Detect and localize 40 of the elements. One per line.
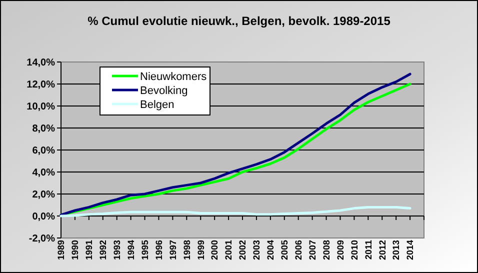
- x-tick-label: 1999: [196, 240, 206, 260]
- x-tick-label: 1994: [126, 240, 136, 260]
- x-tick-label: 2002: [238, 240, 248, 260]
- x-tick-label: 1996: [154, 240, 164, 260]
- line-series: [60, 206, 412, 218]
- x-tick-label: 2011: [363, 240, 374, 260]
- legend-label: Belgen: [140, 98, 174, 111]
- x-tick-label: 2012: [377, 240, 388, 260]
- x-tick-label: 1992: [98, 240, 108, 260]
- x-tick-label: 1991: [84, 240, 94, 260]
- legend-label: Nieuwkomers: [140, 70, 208, 83]
- x-tick-label: 1989: [56, 240, 66, 260]
- x-tick-label: 2009: [335, 240, 346, 260]
- chart-title: % Cumul evolutie nieuwk., Belgen, bevolk. 1989-2015: [88, 14, 391, 28]
- x-tick-label: 2006: [293, 240, 304, 260]
- x-tick-label: 2000: [210, 240, 220, 260]
- y-tick-label: 14,0%: [26, 58, 56, 68]
- y-tick-label: -2,0%: [28, 234, 56, 244]
- x-tick-label: 1998: [182, 240, 192, 260]
- y-tick-label: 6,0%: [32, 146, 56, 156]
- legend-label: Bevolking: [140, 84, 188, 97]
- y-tick-label: 2,0%: [32, 190, 56, 200]
- y-tick-label: 4,0%: [32, 168, 56, 178]
- x-tick-label: 2008: [321, 240, 332, 260]
- x-tick-label: 2003: [252, 240, 262, 260]
- y-tick-label: 0,0%: [32, 212, 56, 222]
- x-tick-label: 1990: [70, 240, 80, 260]
- x-tick-label: 2010: [349, 240, 360, 260]
- y-tick-label: 10,0%: [26, 102, 56, 112]
- y-tick-label: 8,0%: [32, 124, 56, 134]
- y-tick-label: 12,0%: [26, 80, 56, 90]
- x-tick-label: 1997: [168, 240, 178, 260]
- x-tick-label: 2014: [405, 240, 416, 260]
- x-tick-label: 2007: [307, 240, 318, 260]
- x-tick-label: 1995: [140, 240, 150, 260]
- x-tick-label: 2004: [266, 240, 276, 260]
- x-tick-label: 2001: [224, 240, 234, 260]
- x-tick-label: 2013: [391, 240, 402, 260]
- x-tick-label: 1993: [112, 240, 122, 260]
- x-tick-label: 2005: [280, 240, 290, 260]
